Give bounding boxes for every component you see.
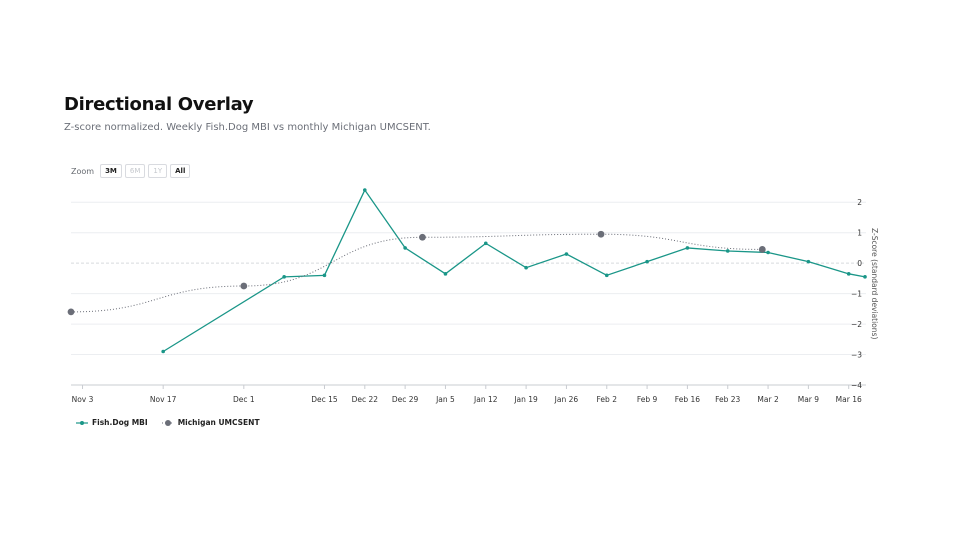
umcsent-point[interactable] — [419, 233, 426, 241]
y-tick-label: −1 — [851, 290, 862, 299]
mbi-point[interactable] — [363, 188, 367, 192]
y-axis-title: Z-Score (standard deviations) — [870, 228, 879, 339]
umcsent-line — [70, 233, 763, 313]
y-axis: 2 1 0 −1 −2 −3 −4 — [851, 198, 862, 390]
x-tick-label: Jan 26 — [554, 395, 579, 404]
x-tick-label: Jan 12 — [473, 395, 498, 404]
x-tick-label: Feb 23 — [715, 395, 740, 404]
x-tick-label: Feb 9 — [637, 395, 658, 404]
legend-mbi-label: Fish.Dog MBI — [92, 418, 148, 427]
umcsent-point[interactable] — [758, 246, 766, 253]
y-tick-label: −3 — [851, 351, 862, 360]
zoom-1y-button[interactable]: 1Y — [148, 164, 168, 178]
x-tick-label: Dec 15 — [311, 395, 338, 404]
y-tick-label: 0 — [857, 259, 862, 268]
grid-lines — [71, 201, 866, 386]
umcsent-point[interactable] — [597, 230, 605, 238]
x-tick-label: Nov 3 — [72, 395, 94, 404]
x-tick-label: Nov 17 — [150, 395, 177, 404]
mbi-point[interactable] — [322, 273, 327, 278]
mbi-point[interactable] — [725, 249, 730, 253]
x-tick-label: Mar 9 — [798, 395, 820, 404]
mbi-point[interactable] — [483, 241, 488, 246]
x-axis: Nov 3 Nov 17 Dec 1 Dec 15 Dec 22 Dec 29 Jan 5 J… — [71, 384, 866, 404]
zoom-3m-button[interactable]: 3M — [100, 164, 122, 178]
mbi-line — [162, 188, 866, 353]
x-tick-label: Mar 16 — [836, 395, 862, 404]
zoom-controls: Zoom 3M 6M 1Y All — [71, 164, 191, 178]
mbi-point[interactable] — [863, 275, 867, 279]
mbi-point[interactable] — [282, 275, 286, 279]
mbi-point[interactable] — [403, 246, 407, 250]
mbi-point[interactable] — [846, 272, 851, 276]
mbi-point[interactable] — [685, 246, 690, 250]
zoom-6m-button[interactable]: 6M — [124, 164, 146, 178]
umcsent-point[interactable] — [67, 308, 75, 316]
x-tick-label: Dec 22 — [352, 395, 379, 404]
y-tick-label: −2 — [851, 320, 862, 329]
mbi-point[interactable] — [604, 273, 609, 278]
mbi-point[interactable] — [806, 259, 811, 264]
mbi-point[interactable] — [443, 272, 448, 276]
y-tick-label: 2 — [857, 198, 862, 207]
zoom-label: Zoom — [71, 166, 95, 176]
x-tick-label: Jan 19 — [513, 395, 538, 404]
x-tick-label: Mar 2 — [757, 395, 779, 404]
mbi-point[interactable] — [524, 265, 528, 270]
legend-umcsent-label: Michigan UMCSENT — [177, 418, 260, 427]
legend-item-umcsent[interactable]: Michigan UMCSENT — [161, 418, 260, 427]
x-tick-label: Feb 2 — [597, 395, 618, 404]
chart-title: Directional Overlay — [64, 94, 254, 115]
x-tick-label: Dec 1 — [233, 395, 255, 404]
y-tick-label: −4 — [851, 381, 862, 390]
zoom-all-button[interactable]: All — [170, 164, 191, 178]
chart-subtitle: Z-score normalized. Weekly Fish.Dog MBI … — [64, 122, 431, 133]
mbi-point[interactable] — [645, 259, 649, 264]
umcsent-point[interactable] — [240, 282, 248, 290]
series-umcsent — [67, 230, 766, 316]
x-tick-label: Feb 16 — [675, 395, 700, 404]
legend: Fish.Dog MBI Michigan UMCSENT — [76, 418, 260, 427]
y-tick-label: 1 — [857, 229, 862, 238]
series-mbi — [161, 188, 867, 354]
legend-item-mbi[interactable]: Fish.Dog MBI — [76, 418, 148, 427]
x-tick-label: Jan 5 — [435, 395, 455, 404]
series-layer — [67, 188, 867, 354]
legend-mbi-symbol — [76, 420, 88, 425]
mbi-point[interactable] — [564, 252, 569, 256]
legend-umcsent-symbol — [161, 419, 174, 426]
mbi-point[interactable] — [161, 349, 165, 354]
mbi-point[interactable] — [766, 250, 770, 255]
x-tick-label: Dec 29 — [392, 395, 419, 404]
